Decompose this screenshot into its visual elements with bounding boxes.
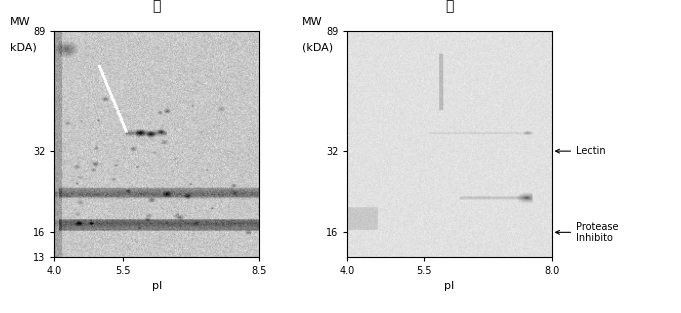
Text: ⓐ: ⓐ <box>153 0 161 13</box>
Text: MW: MW <box>302 17 323 27</box>
Text: (kDA): (kDA) <box>302 43 334 53</box>
X-axis label: pI: pI <box>444 281 455 291</box>
Text: kDA): kDA) <box>10 43 36 53</box>
Text: MW: MW <box>10 17 30 27</box>
Text: Protease
Inhibito: Protease Inhibito <box>556 222 618 243</box>
Text: ⓑ: ⓑ <box>445 0 454 13</box>
Text: Lectin: Lectin <box>556 146 606 156</box>
X-axis label: pI: pI <box>151 281 162 291</box>
